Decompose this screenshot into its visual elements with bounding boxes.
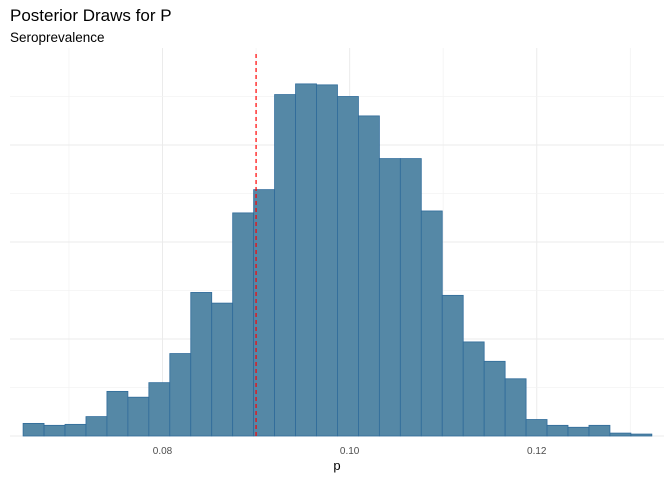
x-tick-label: 0.08: [153, 446, 173, 457]
x-tick-label: 0.12: [527, 446, 547, 457]
histogram-bars: [22, 83, 653, 437]
histogram-bar: [462, 341, 485, 437]
histogram-bar: [546, 424, 569, 437]
histogram-bar: [358, 115, 380, 437]
histogram-bar: [106, 390, 129, 437]
x-axis-ticks: 0.08 0.10 0.12: [153, 446, 547, 457]
histogram-bar: [420, 210, 443, 437]
histogram-bar: [64, 423, 87, 437]
x-tick-label: 0.10: [340, 446, 360, 457]
chart-title: Posterior Draws for P: [10, 6, 172, 25]
histogram-bar: [211, 302, 234, 437]
histogram-bar: [232, 212, 255, 437]
histogram-bar: [609, 432, 632, 437]
histogram-bar: [127, 396, 150, 437]
histogram-bar: [483, 360, 506, 437]
histogram-bar: [378, 158, 401, 437]
histogram-bar: [43, 424, 66, 437]
x-axis-title: p: [333, 458, 340, 473]
histogram-bar: [295, 83, 317, 437]
histogram-bar: [148, 382, 171, 437]
histogram-bar: [337, 96, 359, 437]
histogram-bar: [567, 426, 590, 437]
histogram-bar: [630, 433, 653, 437]
chart-subtitle: Seroprevalence: [10, 30, 105, 45]
histogram-bar: [169, 353, 192, 437]
histogram-bar: [504, 378, 527, 437]
histogram-bar: [85, 416, 108, 437]
histogram-bar: [253, 189, 275, 437]
histogram-bar: [316, 84, 338, 437]
histogram-bar: [190, 292, 213, 437]
histogram-bar: [441, 294, 464, 437]
histogram-bar: [525, 419, 548, 437]
histogram-bar: [274, 94, 296, 437]
histogram-bar: [588, 424, 611, 437]
histogram-bar: [22, 422, 45, 437]
histogram-bar: [399, 158, 422, 437]
